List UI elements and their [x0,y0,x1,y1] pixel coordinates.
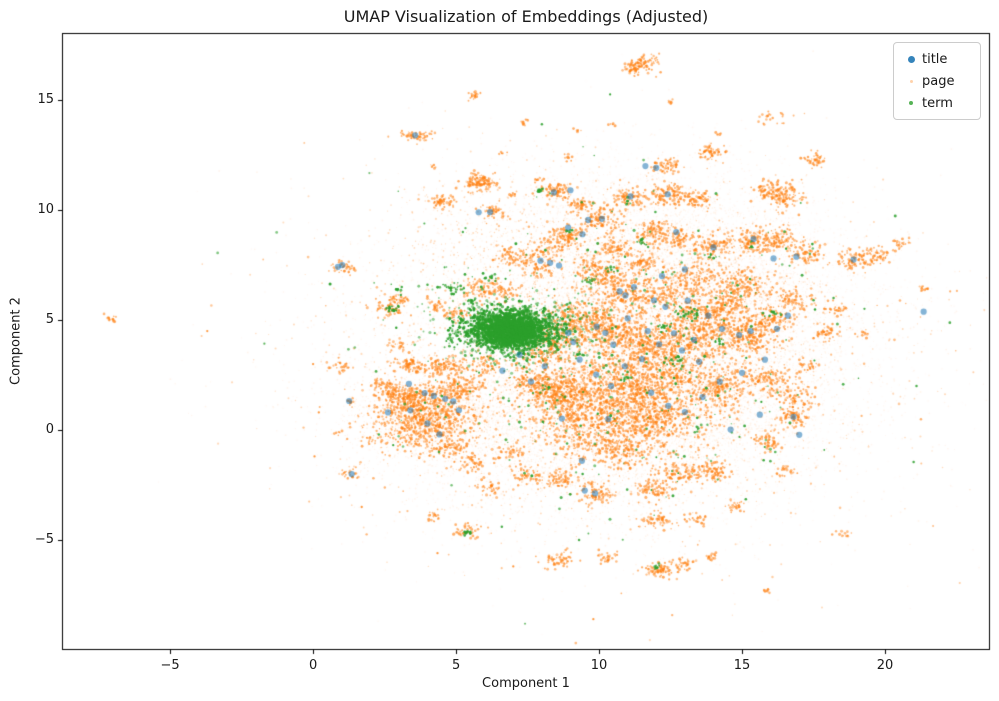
legend-label-term: term [922,95,953,111]
x-tick-label: 10 [590,658,608,673]
legend-label-page: page [922,73,955,89]
y-axis-label: Component 2 [8,297,24,385]
x-tick-label: 5 [451,658,461,673]
legend-entry-term: term [900,92,972,114]
x-axis-label: Component 1 [482,676,570,691]
legend-marker-page-icon [900,79,922,83]
y-tick-label: 5 [45,312,54,328]
x-tick-label: 20 [876,658,894,673]
legend-label-title: title [922,51,948,67]
legend: title page term [893,42,981,120]
legend-marker-title-icon [900,55,922,63]
chart-title: UMAP Visualization of Embeddings (Adjust… [343,7,709,26]
legend-marker-term-icon [900,101,922,105]
y-tick-label: 10 [37,202,54,218]
legend-entry-title: title [900,48,972,70]
x-tick-label: 15 [733,658,751,673]
legend-entry-page: page [900,70,972,92]
x-tick-label: 0 [308,658,318,673]
y-tick-label: 15 [37,92,54,108]
x-tick-label: −5 [160,658,180,673]
y-tick-label: −5 [34,532,54,548]
y-tick-label: 0 [45,422,54,438]
